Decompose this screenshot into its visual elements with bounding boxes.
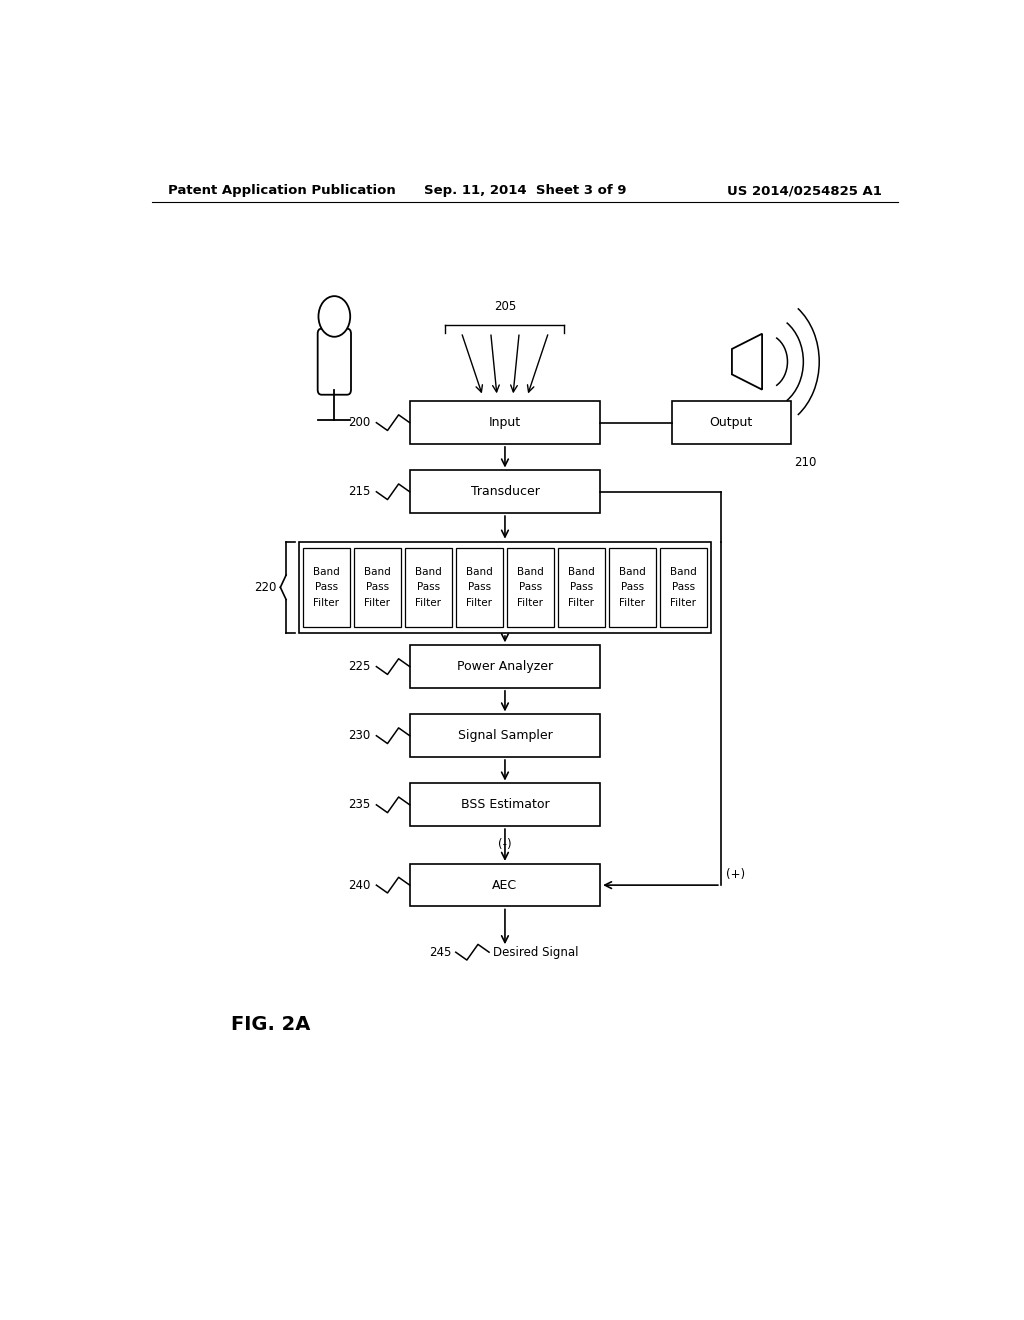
- Text: 225: 225: [348, 660, 370, 673]
- Bar: [406, 548, 452, 627]
- Text: (+): (+): [726, 869, 745, 882]
- Text: Filter: Filter: [416, 598, 441, 607]
- Text: Pass: Pass: [570, 582, 593, 593]
- Polygon shape: [732, 334, 762, 389]
- Bar: [507, 548, 554, 627]
- Text: Filter: Filter: [365, 598, 390, 607]
- Text: Filter: Filter: [671, 598, 696, 607]
- Bar: [410, 784, 600, 826]
- Text: 235: 235: [348, 799, 370, 812]
- Text: Pass: Pass: [621, 582, 644, 593]
- Bar: [558, 548, 604, 627]
- Text: Input: Input: [488, 416, 521, 429]
- Bar: [410, 470, 600, 513]
- Text: Filter: Filter: [620, 598, 645, 607]
- Text: 245: 245: [429, 945, 452, 958]
- Text: Band: Band: [313, 568, 340, 577]
- Text: Pass: Pass: [672, 582, 695, 593]
- Bar: [410, 863, 600, 907]
- Text: Band: Band: [466, 568, 493, 577]
- Bar: [303, 548, 349, 627]
- Text: Pass: Pass: [366, 582, 389, 593]
- Text: Filter: Filter: [568, 598, 595, 607]
- Text: Pass: Pass: [519, 582, 542, 593]
- Text: 220: 220: [254, 581, 276, 594]
- Text: 230: 230: [348, 729, 370, 742]
- Bar: [354, 548, 400, 627]
- Text: Pass: Pass: [315, 582, 338, 593]
- Text: 215: 215: [348, 486, 370, 498]
- Bar: [457, 548, 503, 627]
- Text: Pass: Pass: [417, 582, 440, 593]
- FancyBboxPatch shape: [317, 329, 351, 395]
- Circle shape: [318, 296, 350, 337]
- Bar: [672, 401, 791, 444]
- Text: Band: Band: [620, 568, 646, 577]
- Text: FIG. 2A: FIG. 2A: [231, 1015, 310, 1034]
- Text: 240: 240: [348, 879, 370, 891]
- Text: 205: 205: [494, 300, 516, 313]
- Text: Band: Band: [415, 568, 441, 577]
- Text: Output: Output: [710, 416, 753, 429]
- Text: Band: Band: [670, 568, 696, 577]
- Bar: [410, 714, 600, 758]
- Bar: [660, 548, 707, 627]
- Text: Band: Band: [517, 568, 544, 577]
- Text: Desired Signal: Desired Signal: [494, 945, 579, 958]
- Text: Patent Application Publication: Patent Application Publication: [168, 185, 395, 198]
- Text: BSS Estimator: BSS Estimator: [461, 799, 549, 812]
- Text: 210: 210: [795, 455, 817, 469]
- Bar: [609, 548, 655, 627]
- Text: Band: Band: [365, 568, 391, 577]
- Text: Power Analyzer: Power Analyzer: [457, 660, 553, 673]
- Text: 200: 200: [348, 416, 370, 429]
- Text: (-): (-): [498, 838, 512, 851]
- Text: Signal Sampler: Signal Sampler: [458, 729, 552, 742]
- Text: Filter: Filter: [313, 598, 340, 607]
- Bar: [299, 541, 712, 634]
- Bar: [410, 645, 600, 688]
- Text: Sep. 11, 2014  Sheet 3 of 9: Sep. 11, 2014 Sheet 3 of 9: [424, 185, 626, 198]
- Text: AEC: AEC: [493, 879, 517, 891]
- Text: Pass: Pass: [468, 582, 492, 593]
- Text: Filter: Filter: [517, 598, 544, 607]
- Text: Filter: Filter: [467, 598, 493, 607]
- Bar: [410, 401, 600, 444]
- Text: Transducer: Transducer: [470, 486, 540, 498]
- Text: Band: Band: [568, 568, 595, 577]
- Text: US 2014/0254825 A1: US 2014/0254825 A1: [727, 185, 882, 198]
